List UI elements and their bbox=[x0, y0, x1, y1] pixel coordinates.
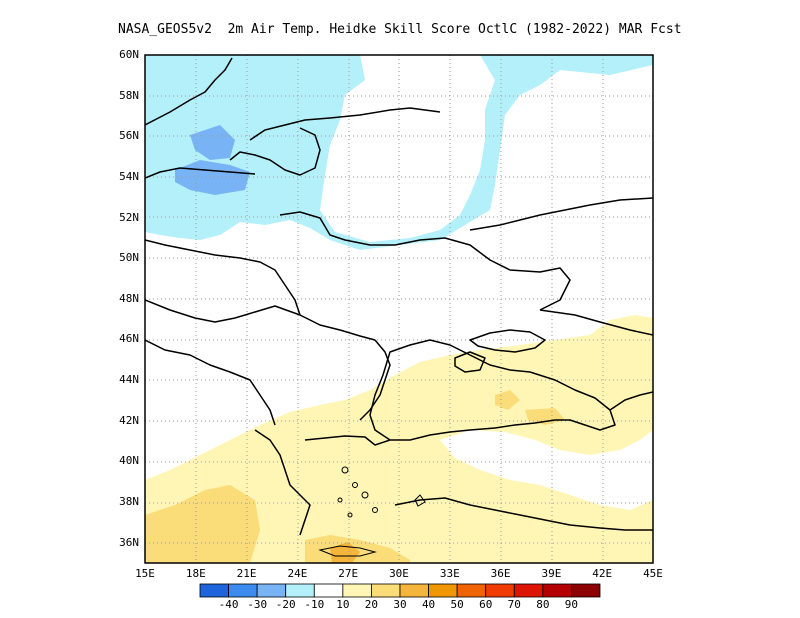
lat-label: 46N bbox=[119, 332, 139, 346]
map-title: NASA_GEOS5v2 2m Air Temp. Heidke Skill S… bbox=[118, 22, 682, 37]
colorbar-swatch bbox=[313, 583, 344, 598]
colorbar-label: 40 bbox=[421, 598, 436, 611]
colorbar-label: -30 bbox=[247, 598, 268, 611]
aegean-islands bbox=[318, 466, 426, 557]
map-frame bbox=[144, 54, 654, 564]
lon-label: 42E bbox=[592, 567, 613, 580]
lat-label: 40N bbox=[119, 454, 139, 468]
coastlines-and-borders bbox=[145, 57, 653, 536]
colorbar-label: 60 bbox=[479, 598, 493, 611]
lat-label: 48N bbox=[119, 291, 139, 305]
lat-label: 50N bbox=[119, 251, 139, 265]
lon-label: 18E bbox=[185, 567, 206, 580]
lat-label: 60N bbox=[119, 48, 139, 61]
colorbar-swatch bbox=[513, 583, 544, 598]
colorbar-swatch bbox=[256, 583, 287, 598]
lat-label: 52N bbox=[119, 210, 139, 224]
colorbar-label: 50 bbox=[450, 598, 464, 611]
graticule bbox=[145, 55, 653, 563]
colorbar-swatch bbox=[342, 583, 372, 598]
colorbar-label: -20 bbox=[275, 598, 296, 611]
colorbar-label: 30 bbox=[393, 598, 407, 611]
lat-label: 42N bbox=[119, 413, 139, 427]
colorbar-label: 90 bbox=[564, 598, 579, 611]
colorbar-swatch bbox=[485, 583, 515, 598]
lat-label: 38N bbox=[119, 495, 139, 509]
lon-label: 36E bbox=[490, 567, 511, 580]
lat-label: 56N bbox=[119, 129, 139, 143]
neutral-gap bbox=[440, 430, 653, 510]
colorbar-label: -40 bbox=[218, 598, 239, 611]
lon-label: 30E bbox=[389, 567, 409, 580]
colorbar-swatch bbox=[399, 583, 429, 598]
colorbar-swatch bbox=[428, 583, 458, 598]
lon-label: 39E bbox=[541, 567, 562, 580]
lat-label: 58N bbox=[119, 88, 139, 102]
negative-skill-core-1 bbox=[190, 125, 235, 160]
colorbar-swatch bbox=[542, 583, 572, 598]
colorbar-swatch bbox=[199, 583, 229, 598]
lon-label: 21E bbox=[236, 567, 257, 580]
lat-label: 44N bbox=[119, 373, 139, 387]
lat-label: 36N bbox=[119, 535, 139, 549]
colorbar-swatch bbox=[228, 583, 258, 598]
colorbar-label: 20 bbox=[364, 598, 379, 611]
lon-label: 33E bbox=[439, 567, 460, 580]
lat-label: 54N bbox=[119, 169, 139, 183]
colorbar-label: 70 bbox=[507, 598, 521, 611]
colorbar-label: -10 bbox=[304, 598, 325, 611]
negative-skill-area-north bbox=[145, 55, 653, 250]
lon-label: 15E bbox=[135, 567, 155, 580]
colorbar-label: 80 bbox=[536, 598, 550, 611]
colorbar-swatch bbox=[285, 583, 315, 598]
colorbar-swatch bbox=[371, 583, 401, 598]
lon-label: 27E bbox=[338, 567, 359, 580]
colorbar bbox=[199, 583, 601, 598]
colorbar-swatch bbox=[456, 583, 487, 598]
lon-label: 24E bbox=[287, 567, 308, 580]
colorbar-label: 10 bbox=[336, 598, 350, 611]
lon-label: 45E bbox=[643, 567, 663, 580]
colorbar-swatch bbox=[571, 583, 601, 598]
